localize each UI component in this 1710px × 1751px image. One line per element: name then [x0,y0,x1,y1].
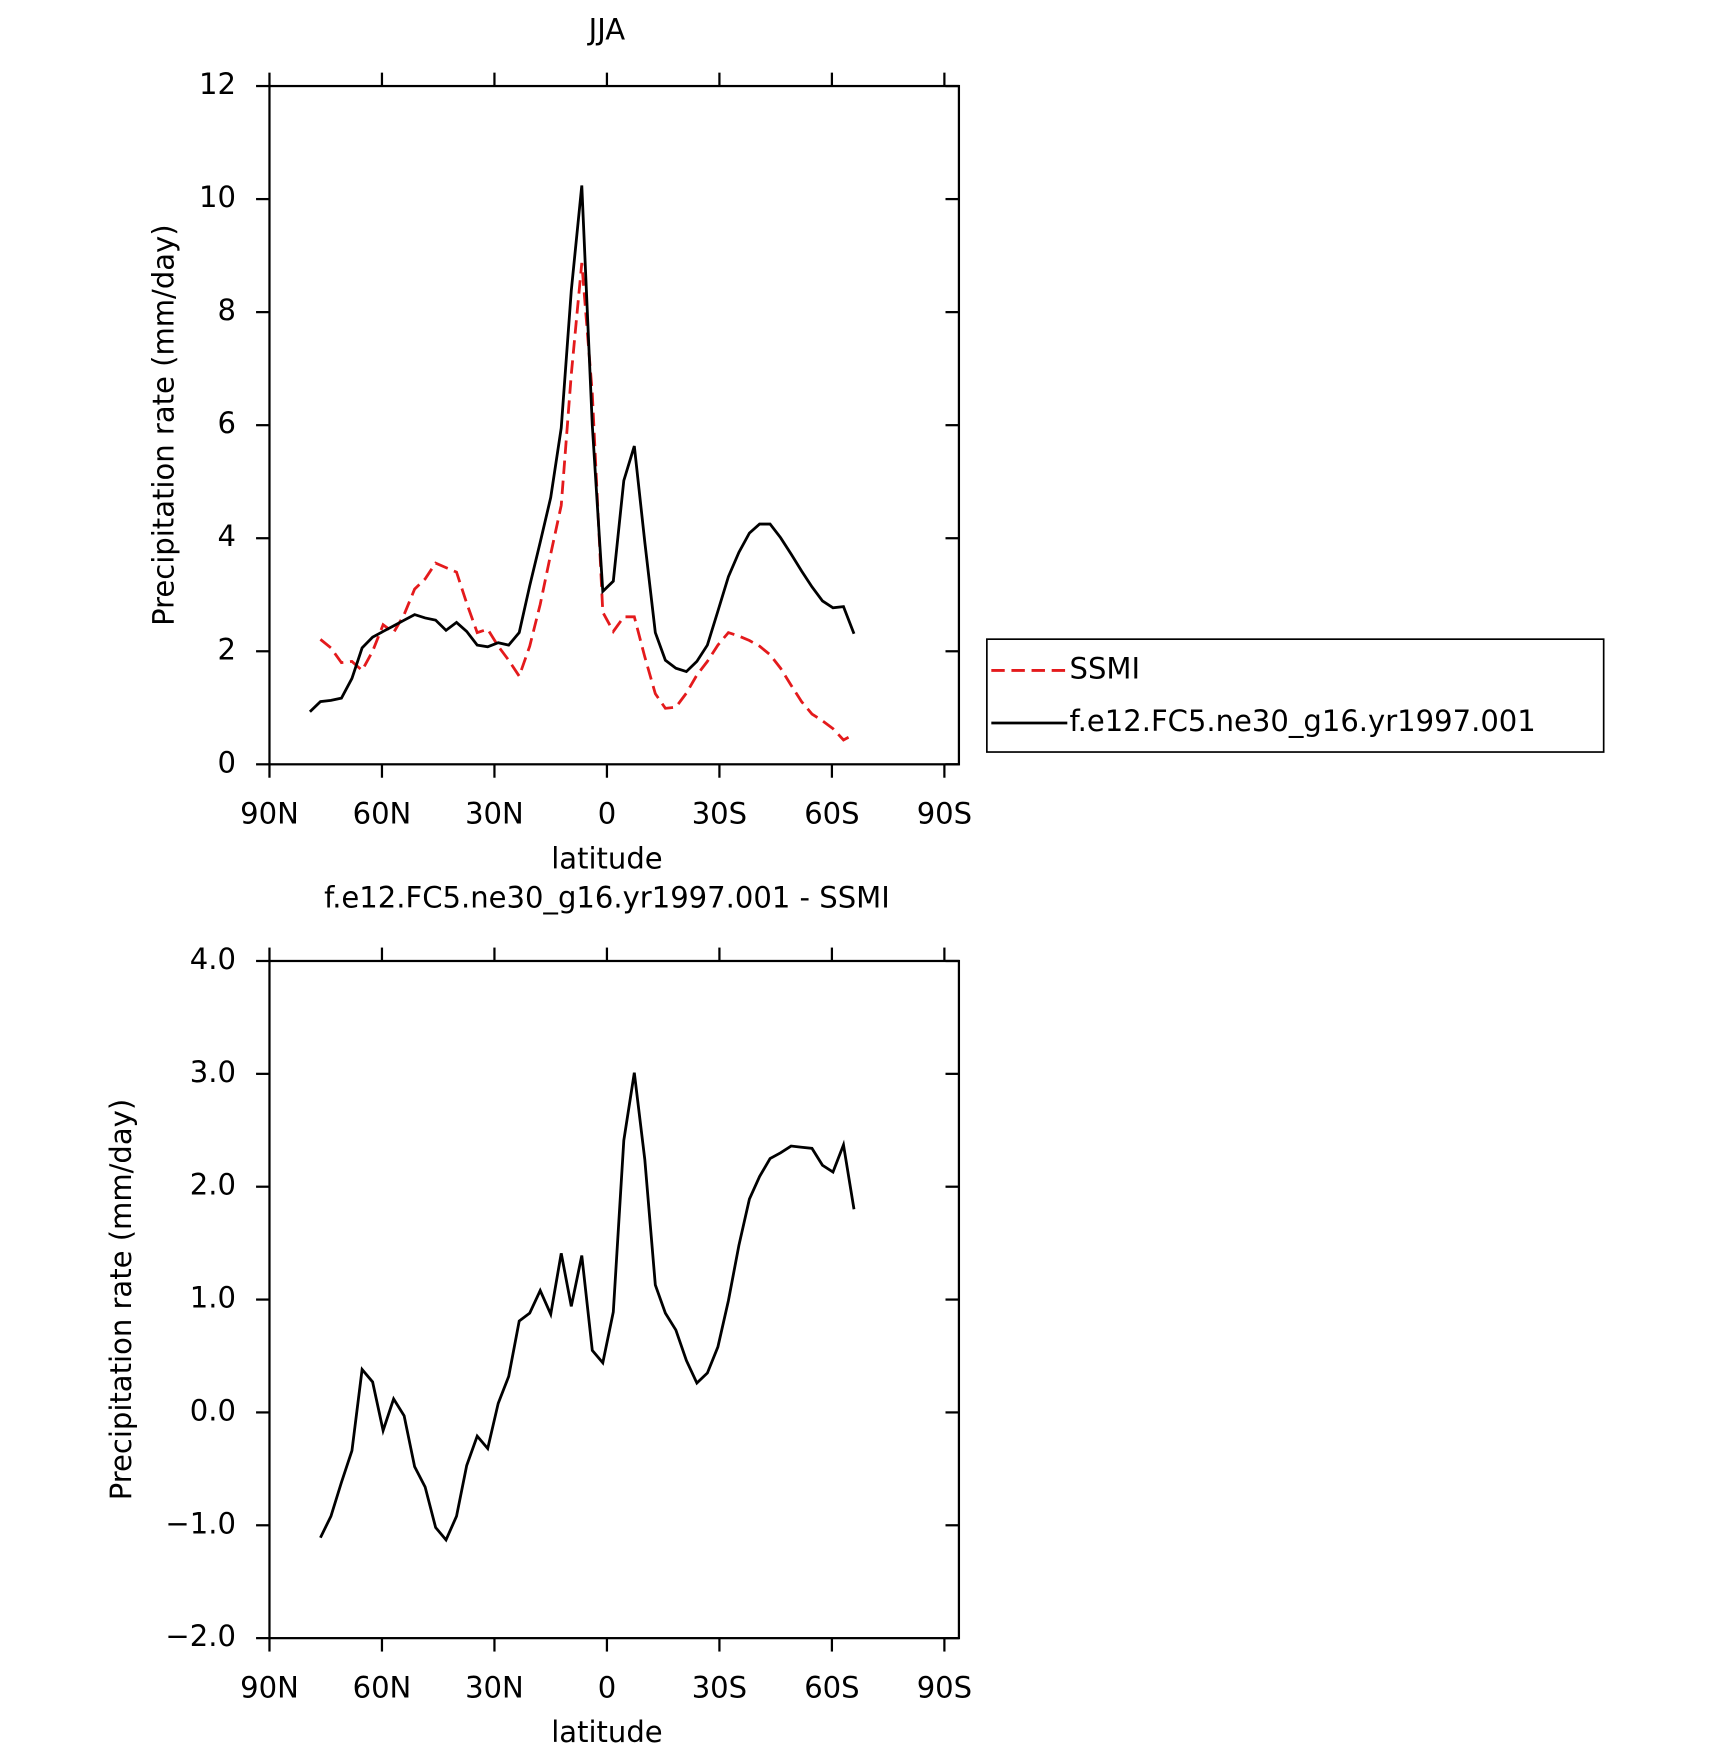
data-line [319,262,855,742]
y-tick-label: 0 [217,745,235,779]
x-tick-label: 30N [465,797,524,831]
y-tick-label: 6 [217,406,235,440]
x-tick-label: 60N [353,1671,412,1705]
x-tick-label: 30S [692,1671,747,1705]
y-tick-label: −1.0 [165,1506,236,1540]
x-axis-label: latitude [551,1715,662,1749]
legend-box [986,638,1605,753]
y-tick-label: 8 [217,293,235,327]
y-tick-label: −2.0 [165,1619,236,1653]
x-tick-label: 30S [692,797,747,831]
x-tick-label: 0 [598,1671,616,1705]
y-tick-label: 12 [199,67,236,101]
x-tick-label: 60N [353,797,412,831]
x-tick-label: 60S [804,1671,859,1705]
y-tick-label: 0.0 [190,1393,236,1427]
legend-label: SSMI [1070,651,1141,685]
y-tick-label: 2.0 [190,1168,236,1202]
legend-label: f.e12.FC5.ne30_g16.yr1997.001 [1070,704,1536,738]
x-tick-label: 90S [917,797,972,831]
x-tick-label: 60S [804,797,859,831]
y-tick-label: 4 [217,519,235,553]
x-tick-label: 30N [465,1671,524,1705]
data-line [308,185,856,713]
y-axis-label: Precipitation rate (mm/day) [104,1099,138,1501]
data-line [319,1072,856,1543]
x-tick-label: 90N [240,1671,299,1705]
x-tick-label: 90N [240,797,299,831]
y-axis-label: Precipitation rate (mm/day) [147,224,181,625]
chart-title: JJA [587,12,626,46]
x-tick-label: 0 [598,797,616,831]
x-tick-label: 90S [917,1671,972,1705]
y-tick-label: 2 [217,632,235,666]
chart-title: f.e12.FC5.ne30_g16.yr1997.001 - SSMI [324,881,890,915]
y-tick-label: 4.0 [190,942,236,976]
y-tick-label: 1.0 [190,1281,236,1315]
y-tick-label: 10 [199,180,236,214]
y-tick-label: 3.0 [190,1055,236,1089]
x-axis-label: latitude [551,841,662,875]
